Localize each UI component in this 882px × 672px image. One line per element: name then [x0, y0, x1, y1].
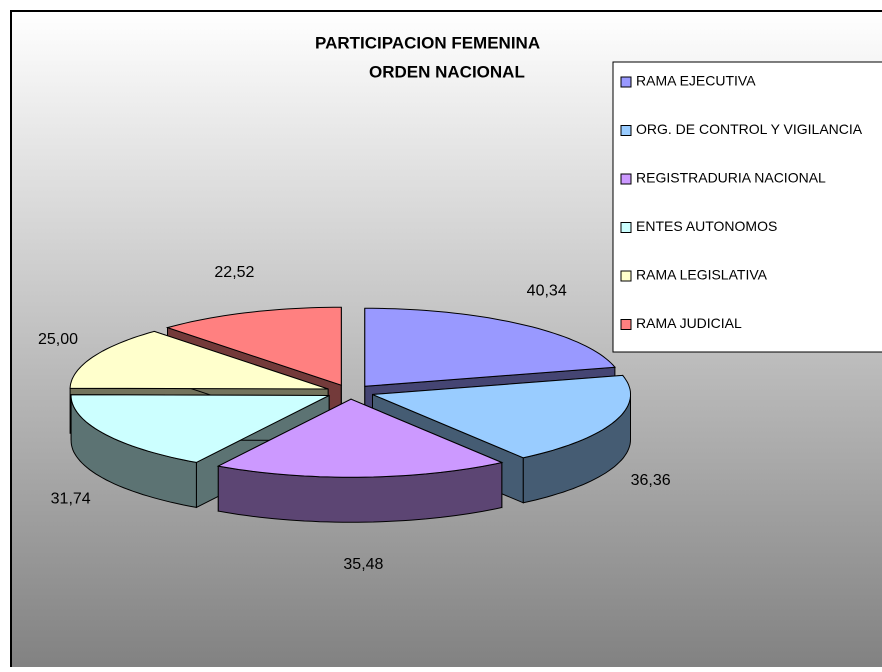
legend-label: REGISTRADURIA NACIONAL [636, 170, 826, 186]
legend-label: ORG. DE CONTROL Y VIGILANCIA [636, 121, 863, 137]
slice [216, 398, 504, 478]
legend-swatch [620, 125, 632, 136]
data-label: 31,74 [51, 491, 91, 508]
data-label: 40,34 [527, 282, 567, 299]
legend-label: RAMA LEGISLATIVA [636, 267, 768, 283]
legend-swatch [620, 319, 632, 330]
slice [364, 307, 616, 387]
data-label: 35,48 [343, 556, 383, 573]
legend-swatch [620, 222, 632, 233]
slice [165, 306, 342, 386]
legend-label: RAMA JUDICIAL [636, 315, 742, 331]
data-label: 22,52 [214, 264, 254, 281]
chart-title: ORDEN NACIONAL [369, 62, 525, 81]
legend-swatch [620, 173, 632, 185]
data-label: 25,00 [38, 331, 78, 348]
chart-title: PARTICIPACION FEMENINA [315, 33, 540, 52]
slice [70, 394, 330, 463]
legend-swatch [620, 76, 632, 88]
slice [372, 374, 631, 459]
data-label: 36,36 [631, 472, 671, 489]
legend-label: RAMA EJECUTIVA [636, 73, 756, 89]
legend-swatch [620, 270, 632, 282]
slice [69, 330, 329, 390]
legend-label: ENTES AUTONOMOS [636, 218, 777, 234]
legend [612, 61, 882, 353]
